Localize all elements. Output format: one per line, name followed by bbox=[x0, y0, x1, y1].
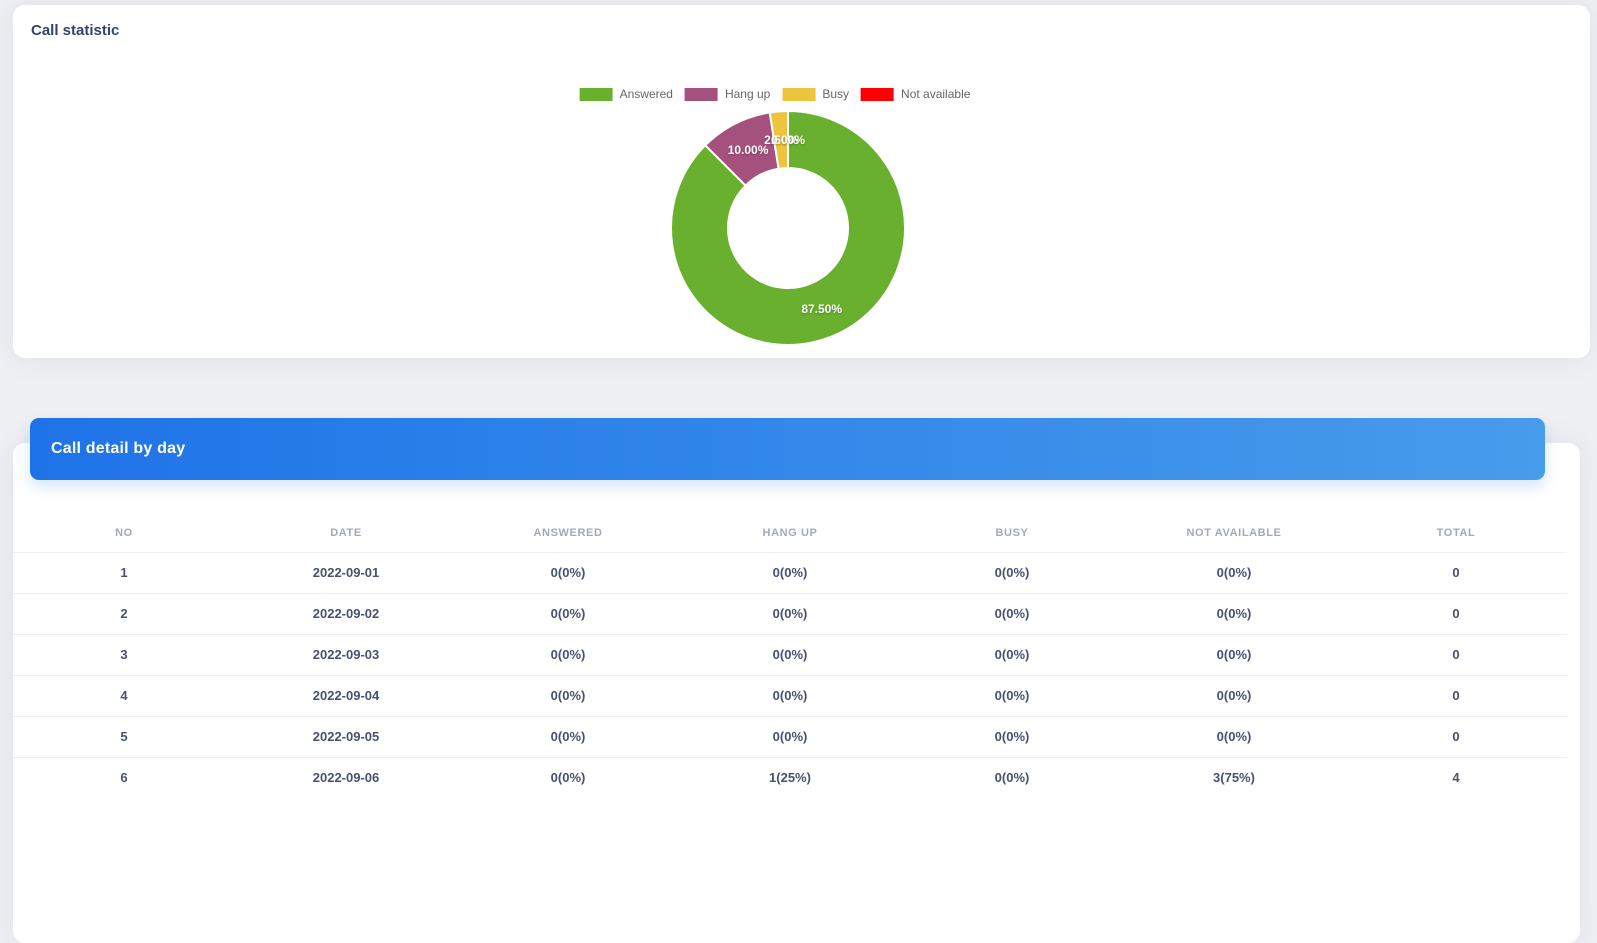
table-cell: 1 bbox=[120, 565, 128, 580]
table-cell: 0(0%) bbox=[994, 729, 1030, 744]
legend-label: Hang up bbox=[724, 87, 771, 101]
table-cell: 6 bbox=[120, 770, 128, 786]
table-cell: 5 bbox=[120, 729, 128, 744]
legend-label: Answered bbox=[619, 87, 673, 101]
column-header-answered: ANSWERED bbox=[533, 527, 603, 540]
legend-swatch bbox=[782, 87, 816, 101]
legend-swatch bbox=[861, 87, 895, 101]
column-header-no: NO bbox=[115, 527, 133, 540]
legend-swatch bbox=[684, 87, 718, 101]
chart-legend: Answered Hang up Busy Not available bbox=[574, 87, 977, 101]
table-cell: 0 bbox=[1452, 606, 1460, 621]
table-cell: 0(0%) bbox=[1216, 606, 1252, 621]
table-row: 4 2022-09-04 0(0%) 0(0%) 0(0%) 0(0%) 0 bbox=[13, 675, 1567, 716]
donut-slice-busy bbox=[768, 110, 789, 170]
column-header-not-available: NOT AVAILABLE bbox=[1186, 527, 1282, 540]
table-cell: 0(0%) bbox=[550, 565, 586, 580]
table-cell: 2022-09-01 bbox=[312, 565, 380, 580]
column-header-total: TOTAL bbox=[1436, 527, 1476, 540]
table-cell: 2022-09-04 bbox=[312, 688, 380, 703]
table-cell: 0(0%) bbox=[772, 606, 808, 621]
table-cell: 4 bbox=[120, 688, 128, 703]
call-detail-header: Call detail by day bbox=[30, 418, 1545, 480]
table-row: 1 2022-09-01 0(0%) 0(0%) 0(0%) 0(0%) 0 bbox=[13, 552, 1567, 593]
table-cell: 0(0%) bbox=[1216, 647, 1252, 662]
table-cell: 0(0%) bbox=[772, 565, 808, 580]
table-row: 5 2022-09-05 0(0%) 0(0%) 0(0%) 0(0%) 0 bbox=[13, 716, 1567, 757]
donut-chart: 87.50% 10.00% 2.50% 0.00% bbox=[668, 108, 908, 348]
call-detail-card: NO DATE ANSWERED HANG UP BUSY NOT AVAILABLE TO… bbox=[13, 443, 1580, 943]
table-cell: 0 bbox=[1452, 647, 1460, 662]
table-cell: 0(0%) bbox=[1216, 729, 1252, 744]
table-cell: 1(25%) bbox=[769, 770, 811, 786]
table-cell: 0(0%) bbox=[550, 647, 586, 662]
column-header-hang-up: HANG UP bbox=[762, 527, 818, 540]
table-head: NO DATE ANSWERED HANG UP BUSY NOT AVAILABLE TO… bbox=[13, 503, 1567, 552]
donut-slice-answered bbox=[670, 110, 906, 346]
legend-label: Busy bbox=[822, 87, 850, 101]
table-cell: 0 bbox=[1452, 565, 1460, 580]
table-cell: 0(0%) bbox=[772, 647, 808, 662]
table-cell: 0 bbox=[1452, 688, 1460, 703]
table-cell: 3(75%) bbox=[1213, 770, 1255, 786]
table-cell: 0(0%) bbox=[994, 688, 1030, 703]
table-cell: 2022-09-06 bbox=[312, 770, 380, 786]
table-row: 2 2022-09-02 0(0%) 0(0%) 0(0%) 0(0%) 0 bbox=[13, 593, 1567, 634]
column-header-date: DATE bbox=[330, 527, 362, 540]
table-cell: 0 bbox=[1452, 729, 1460, 744]
table-cell: 0(0%) bbox=[994, 606, 1030, 621]
table-cell: 3 bbox=[120, 647, 128, 662]
legend-swatch bbox=[579, 87, 613, 101]
legend-item-busy[interactable]: Busy bbox=[782, 87, 849, 101]
table-cell: 0(0%) bbox=[550, 770, 586, 786]
table-cell: 0(0%) bbox=[772, 688, 808, 703]
table-cell: 0(0%) bbox=[550, 688, 586, 703]
legend-item-not-available[interactable]: Not available bbox=[861, 87, 970, 101]
table-cell: 2 bbox=[120, 606, 128, 621]
table-header-row: NO DATE ANSWERED HANG UP BUSY NOT AVAILABLE TO… bbox=[13, 503, 1567, 552]
call-detail-title: Call detail by day bbox=[51, 440, 186, 457]
statistic-card-title: Call statistic bbox=[31, 22, 120, 39]
table-cell: 2022-09-03 bbox=[312, 647, 380, 662]
call-detail-table: NO DATE ANSWERED HANG UP BUSY NOT AVAILABLE TO… bbox=[13, 503, 1567, 798]
table-cell: 0(0%) bbox=[550, 606, 586, 621]
table-cell: 0(0%) bbox=[550, 729, 586, 744]
table-cell: 0(0%) bbox=[994, 647, 1030, 662]
donut-svg bbox=[670, 110, 906, 346]
legend-label: Not available bbox=[901, 87, 971, 101]
dashboard-page: { "statistic_card": { "title": "Call sta… bbox=[13, 5, 1590, 943]
table-cell: 0(0%) bbox=[1216, 565, 1252, 580]
table-cell: 2022-09-02 bbox=[312, 606, 380, 621]
legend-item-answered[interactable]: Answered bbox=[579, 87, 673, 101]
table-cell: 0(0%) bbox=[772, 729, 808, 744]
table-cell: 0(0%) bbox=[1216, 688, 1252, 703]
table-cell: 4 bbox=[1452, 770, 1460, 786]
table-row: 3 2022-09-03 0(0%) 0(0%) 0(0%) 0(0%) 0 bbox=[13, 634, 1567, 675]
table-body: 1 2022-09-01 0(0%) 0(0%) 0(0%) 0(0%) 0 2 2022-09… bbox=[13, 552, 1567, 798]
column-header-busy: BUSY bbox=[995, 527, 1029, 540]
table-cell: 2022-09-05 bbox=[312, 729, 380, 744]
table-cell: 0(0%) bbox=[994, 770, 1030, 786]
table-row: 6 2022-09-06 0(0%) 1(25%) 0(0%) 3(75%) 4 bbox=[13, 757, 1567, 798]
legend-item-hang-up[interactable]: Hang up bbox=[684, 87, 771, 101]
table-cell: 0(0%) bbox=[994, 565, 1030, 580]
